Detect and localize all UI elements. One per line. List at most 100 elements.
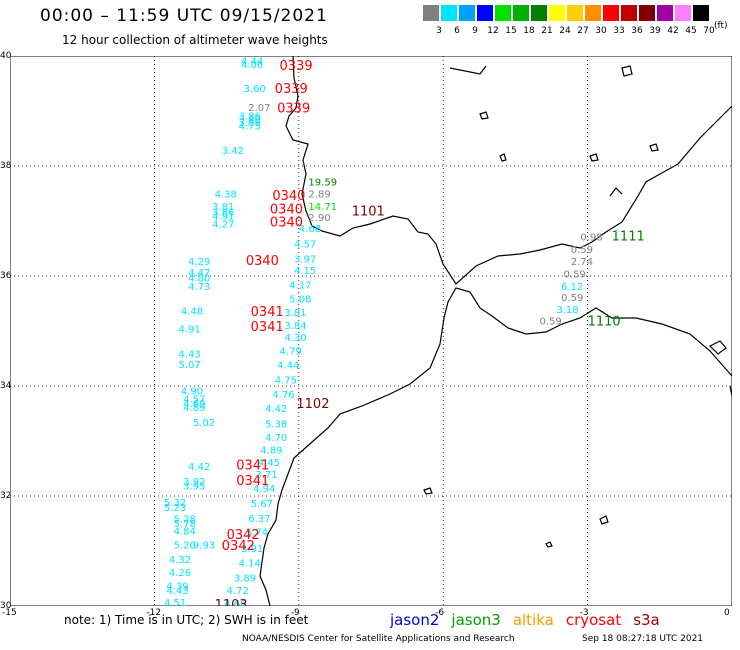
color-swatch <box>477 5 493 21</box>
swh-value: 4.30 <box>284 333 306 344</box>
color-swatch-label: 36 <box>631 26 643 36</box>
color-swatch-label: 9 <box>472 26 478 36</box>
swh-value: 4.79 <box>280 347 302 358</box>
map-grid <box>10 56 732 606</box>
swh-value: 5.32 <box>164 498 186 509</box>
color-swatch <box>495 5 511 21</box>
swh-value: 5.67 <box>251 499 273 510</box>
swh-value: 4.72 <box>227 586 249 597</box>
swh-value: 0.59 <box>571 245 593 256</box>
swh-value: 4.44 <box>277 360 299 371</box>
mission-label: cryosat <box>565 611 622 629</box>
pass-time: 0341 <box>236 474 269 489</box>
mission-label: jason2 <box>390 611 440 629</box>
swh-value: 4.47 <box>188 268 210 279</box>
color-swatch-label: 12 <box>487 26 499 36</box>
color-swatch-label: 39 <box>649 26 661 36</box>
swh-value: 2.89 <box>308 189 330 200</box>
swh-value: 3.91 <box>241 544 263 555</box>
swh-value: 4.89 <box>183 403 205 414</box>
swh-value: 0.59 <box>561 293 583 304</box>
color-swatch <box>693 5 709 21</box>
pass-time-labels: 0339033903390340034003400340034103410341… <box>215 59 645 606</box>
lon-tick-label: -6 <box>435 608 445 618</box>
mission-label: s3a <box>633 611 660 629</box>
lat-tick-label: 30 <box>0 601 12 611</box>
pass-time: 0339 <box>280 59 313 74</box>
pass-time: 1111 <box>612 229 645 244</box>
swh-value: 5.28 <box>174 514 196 525</box>
swh-value: 4.43 <box>178 349 200 360</box>
pass-time: 1110 <box>588 315 621 330</box>
swh-value: 5.74 <box>246 528 268 539</box>
color-swatch <box>585 5 601 21</box>
swh-value: 4.27 <box>212 220 234 231</box>
pass-time: 0339 <box>277 102 310 117</box>
swh-value: 3.97 <box>294 254 316 265</box>
map-title: 00:00 – 11:59 UTC 09/15/2021 <box>40 6 328 26</box>
swh-value: 4.14 <box>239 558 261 569</box>
swh-value: 4.29 <box>188 257 210 268</box>
swh-value: 4.84 <box>174 527 196 538</box>
swh-value: 3.86 <box>239 118 261 129</box>
color-swatch <box>675 5 691 21</box>
pass-time: 0341 <box>251 320 284 335</box>
color-swatch-label: 6 <box>454 26 460 36</box>
swh-value: 3.92 <box>183 477 205 488</box>
lon-tick-label: -3 <box>579 608 589 618</box>
pass-time: 1101 <box>352 205 385 220</box>
swh-value: 3.18 <box>556 305 578 316</box>
color-swatch <box>441 5 457 21</box>
swh-value: 4.26 <box>169 568 191 579</box>
color-swatch <box>513 5 529 21</box>
swh-value: 4.75 <box>275 375 297 386</box>
swh-value: 4.80 <box>188 274 210 285</box>
color-swatch-label: 45 <box>685 26 697 36</box>
swh-value: 4.57 <box>183 395 205 406</box>
swh-value: 4.91 <box>212 211 234 222</box>
swh-value: 4.75 <box>239 122 261 133</box>
color-swatch-label: 24 <box>559 26 571 36</box>
swh-value: 3.81 <box>212 202 234 213</box>
swh-value: 5.20 <box>174 540 196 551</box>
swh-value: 3.40 <box>239 115 261 126</box>
swh-value: 4.43 <box>166 586 188 597</box>
swh-value: 0.59 <box>539 316 561 327</box>
swh-value: 4.06 <box>241 60 263 71</box>
lat-tick-label: 34 <box>0 381 12 391</box>
swh-value: 4.38 <box>215 189 237 200</box>
swh-value: 4.90 <box>181 386 203 397</box>
swh-value: 4.45 <box>258 458 280 469</box>
color-swatch <box>639 5 655 21</box>
pass-time: 0341 <box>251 305 284 320</box>
swh-value: 3.81 <box>284 308 306 319</box>
lon-tick-label: -9 <box>290 608 300 618</box>
pass-time: 0340 <box>246 254 279 269</box>
map-plot: 4.444.063.602.073.863.403.864.753.4219.5… <box>10 56 732 606</box>
swh-value: 4.51 <box>164 598 186 606</box>
color-swatch <box>423 5 439 21</box>
pass-time: 0340 <box>270 202 303 217</box>
map-subtitle: 12 hour collection of altimeter wave hei… <box>62 33 328 47</box>
swh-value: 4.48 <box>181 307 203 318</box>
swh-value: 4.91 <box>178 325 200 336</box>
swh-value: 5.08 <box>289 294 311 305</box>
swh-value: 4.42 <box>188 462 210 473</box>
swh-value: 4.94 <box>253 484 275 495</box>
mission-label: altika <box>512 611 554 629</box>
swh-value: 4.69 <box>183 399 205 410</box>
swh-value: 4.15 <box>294 266 316 277</box>
footer-timestamp: Sep 18 08:27:18 UTC 2021 <box>582 634 704 644</box>
color-swatch <box>567 5 583 21</box>
swh-value: 5.78 <box>174 519 196 530</box>
color-swatch-label: 21 <box>541 26 553 36</box>
swh-value: 6.37 <box>248 514 270 525</box>
swh-value: 4.70 <box>265 433 287 444</box>
color-swatch <box>621 5 637 21</box>
swh-value: 5.02 <box>193 418 215 429</box>
swh-value: 3.71 <box>255 470 277 481</box>
swh-value: 5.07 <box>178 360 200 371</box>
swh-value: 3.84 <box>284 321 306 332</box>
color-swatch-label: 27 <box>577 26 589 36</box>
color-swatch-label: 30 <box>595 26 607 36</box>
